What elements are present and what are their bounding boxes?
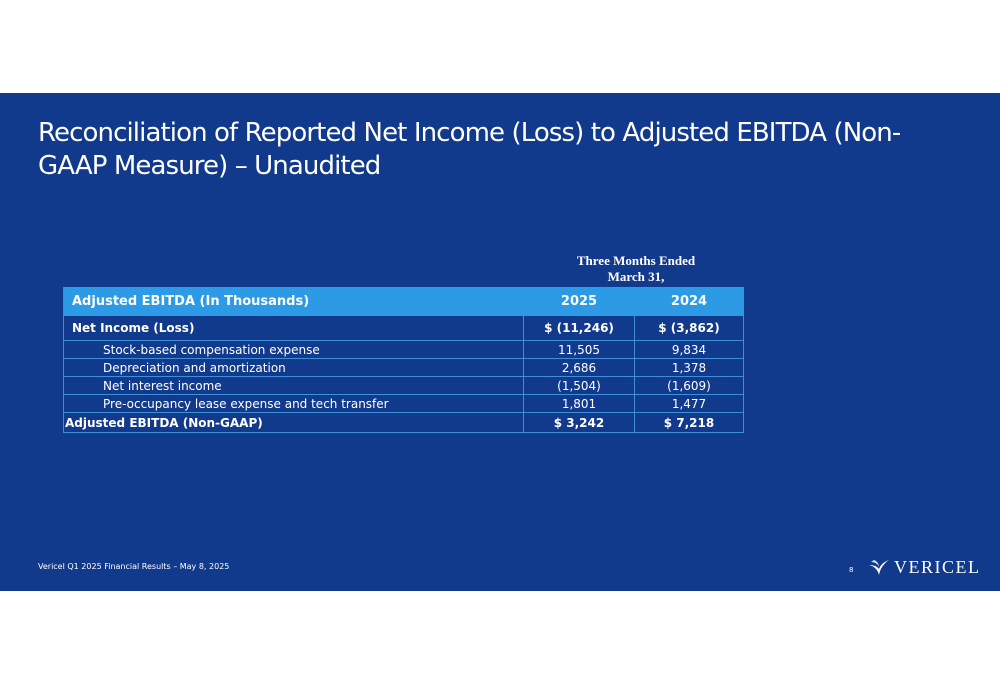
table-header-2024: 2024 (634, 287, 744, 316)
table-row: Depreciation and amortization 2,686 1,37… (63, 358, 744, 377)
row-value-2024: 1,378 (634, 358, 744, 377)
row-value-2024: 9,834 (634, 340, 744, 359)
table-header-label: Adjusted EBITDA (In Thousands) (63, 287, 524, 316)
ebitda-table: Adjusted EBITDA (In Thousands) 2025 2024… (63, 287, 744, 433)
row-value-2024: (1,609) (634, 376, 744, 395)
row-value-2025: 11,505 (523, 340, 635, 359)
row-label: Net interest income (63, 376, 524, 395)
vericel-swoosh-icon (869, 560, 889, 575)
row-label: Depreciation and amortization (63, 358, 524, 377)
net-income-label: Net Income (Loss) (63, 315, 524, 341)
row-value-2024: 1,477 (634, 394, 744, 413)
company-logo: VERICEL (868, 556, 981, 578)
net-income-2024: $ (3,862) (634, 315, 744, 341)
row-label: Stock-based compensation expense (63, 340, 524, 359)
period-header: Three Months Ended March 31, (556, 253, 716, 285)
table-row-total: Adjusted EBITDA (Non-GAAP) $ 3,242 $ 7,2… (63, 412, 744, 433)
row-label: Pre-occupancy lease expense and tech tra… (63, 394, 524, 413)
table-header-row: Adjusted EBITDA (In Thousands) 2025 2024 (63, 287, 744, 316)
table-row-net-income: Net Income (Loss) $ (11,246) $ (3,862) (63, 315, 744, 341)
net-income-2025: $ (11,246) (523, 315, 635, 341)
footer-text: Vericel Q1 2025 Financial Results – May … (38, 562, 230, 571)
total-label: Adjusted EBITDA (Non-GAAP) (63, 412, 524, 433)
row-value-2025: 1,801 (523, 394, 635, 413)
slide: Reconciliation of Reported Net Income (L… (0, 93, 1000, 591)
period-header-line2: March 31, (607, 269, 665, 284)
table-header-2025: 2025 (523, 287, 635, 316)
period-header-line1: Three Months Ended (576, 253, 696, 268)
slide-title: Reconciliation of Reported Net Income (L… (38, 118, 901, 181)
row-value-2025: (1,504) (523, 376, 635, 395)
row-value-2025: 2,686 (523, 358, 635, 377)
page-number: 8 (849, 566, 854, 574)
table-row: Stock-based compensation expense 11,505 … (63, 340, 744, 359)
table-row: Net interest income (1,504) (1,609) (63, 376, 744, 395)
table-row: Pre-occupancy lease expense and tech tra… (63, 394, 744, 413)
logo-text: VERICEL (894, 557, 981, 577)
total-2025: $ 3,242 (523, 412, 635, 433)
total-2024: $ 7,218 (634, 412, 744, 433)
